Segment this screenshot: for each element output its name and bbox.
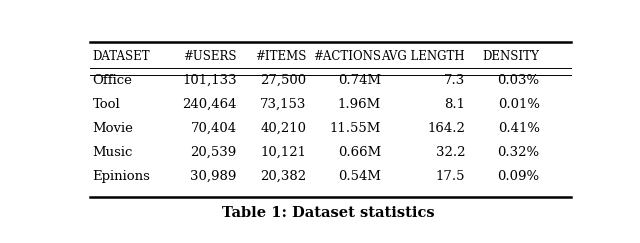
Text: Office: Office <box>92 74 132 87</box>
Text: 0.74M: 0.74M <box>338 74 381 87</box>
Text: 101,133: 101,133 <box>182 74 237 87</box>
Text: 0.32%: 0.32% <box>497 146 540 159</box>
Text: DENSITY: DENSITY <box>483 50 540 63</box>
Text: 27,500: 27,500 <box>260 74 307 87</box>
Text: #ITEMS: #ITEMS <box>255 50 307 63</box>
Text: Movie: Movie <box>92 122 133 135</box>
Text: #ACTIONS: #ACTIONS <box>313 50 381 63</box>
Text: 10,121: 10,121 <box>260 146 307 159</box>
Text: Tool: Tool <box>92 98 120 111</box>
Text: 70,404: 70,404 <box>191 122 237 135</box>
Text: 0.01%: 0.01% <box>498 98 540 111</box>
Text: 40,210: 40,210 <box>260 122 307 135</box>
Text: DATASET: DATASET <box>92 50 150 63</box>
Text: #USERS: #USERS <box>183 50 237 63</box>
Text: Epinions: Epinions <box>92 170 150 183</box>
Text: 7.3: 7.3 <box>444 74 465 87</box>
Text: 1.96M: 1.96M <box>338 98 381 111</box>
Text: 0.66M: 0.66M <box>338 146 381 159</box>
Text: 0.54M: 0.54M <box>338 170 381 183</box>
Text: Music: Music <box>92 146 132 159</box>
Text: 32.2: 32.2 <box>436 146 465 159</box>
Text: 20,539: 20,539 <box>190 146 237 159</box>
Text: 11.55M: 11.55M <box>330 122 381 135</box>
Text: Table 1: Dataset statistics: Table 1: Dataset statistics <box>221 206 435 219</box>
Text: 20,382: 20,382 <box>260 170 307 183</box>
Text: 0.03%: 0.03% <box>497 74 540 87</box>
Text: 240,464: 240,464 <box>182 98 237 111</box>
Text: 164.2: 164.2 <box>428 122 465 135</box>
Text: 30,989: 30,989 <box>190 170 237 183</box>
Text: 0.09%: 0.09% <box>497 170 540 183</box>
Text: 8.1: 8.1 <box>444 98 465 111</box>
Text: AVG LENGTH: AVG LENGTH <box>381 50 465 63</box>
Text: 0.41%: 0.41% <box>498 122 540 135</box>
Text: 73,153: 73,153 <box>260 98 307 111</box>
Text: 17.5: 17.5 <box>436 170 465 183</box>
